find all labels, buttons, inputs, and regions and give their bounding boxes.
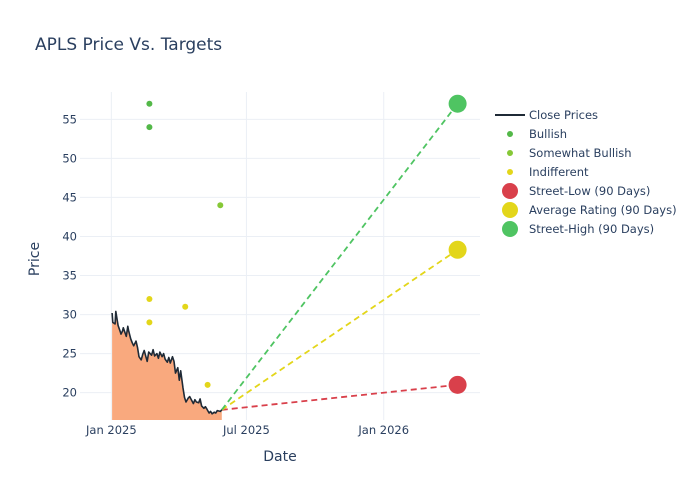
close-price-line xyxy=(111,310,223,415)
x-tick-label: Jan 2025 xyxy=(85,423,137,437)
street-high-days-marker xyxy=(448,94,467,113)
close-price-area-layer xyxy=(112,311,222,420)
legend-label: Average Rating (90 Days) xyxy=(529,203,677,217)
legend-marker-swatch xyxy=(502,183,518,199)
y-tick-label: 40 xyxy=(62,229,77,243)
x-tick-label: Jan 2026 xyxy=(357,423,409,437)
target-dots-layer xyxy=(448,94,467,394)
legend-marker-swatch xyxy=(507,169,513,175)
y-tick-label: 35 xyxy=(62,269,77,283)
x-axis-ticks: Jan 2025 Jul 2025 Jan 2026 xyxy=(85,423,409,437)
legend-label: Somewhat Bullish xyxy=(529,146,632,160)
legend-label: Street-High (90 Days) xyxy=(529,222,654,236)
legend-marker-swatch xyxy=(507,131,513,137)
legend-label: Indifferent xyxy=(529,165,589,179)
chart-title: APLS Price Vs. Targets xyxy=(35,35,222,55)
y-axis-title: Price xyxy=(27,242,43,276)
gridlines xyxy=(80,92,480,420)
legend-item-street-low-days[interactable]: Street-Low (90 Days) xyxy=(502,183,650,199)
legend-item-average-rating-days[interactable]: Average Rating (90 Days) xyxy=(502,202,677,218)
target-lines-layer xyxy=(221,103,459,411)
legend-label: Street-Low (90 Days) xyxy=(529,184,650,198)
average-rating-days-marker xyxy=(448,240,467,259)
indifferent-rating-point xyxy=(204,381,211,388)
legend-marker-swatch xyxy=(502,202,518,218)
legend-label: Close Prices xyxy=(529,108,598,122)
close-price-area xyxy=(112,311,222,420)
bullish-rating-point xyxy=(146,124,153,131)
legend-item-indifferent[interactable]: Indifferent xyxy=(507,165,589,179)
legend-label: Bullish xyxy=(529,127,567,141)
y-tick-label: 50 xyxy=(62,151,77,165)
analyst-rating-dots-layer xyxy=(146,100,224,388)
indifferent-rating-point xyxy=(182,303,189,310)
y-axis-ticks: 20 25 30 35 40 45 50 55 xyxy=(62,112,77,399)
x-axis-title: Date xyxy=(263,449,296,465)
close-price-line-layer xyxy=(111,310,223,415)
legend[interactable]: Close Prices Bullish Somewhat Bullish Indif… xyxy=(495,108,677,237)
legend-item-somewhat-bullish[interactable]: Somewhat Bullish xyxy=(507,146,632,160)
y-tick-label: 20 xyxy=(62,386,77,400)
street-high-days-line xyxy=(221,103,459,411)
legend-item-bullish[interactable]: Bullish xyxy=(507,127,567,141)
somewhat-bullish-rating-point xyxy=(217,202,224,209)
legend-item-street-high-days[interactable]: Street-High (90 Days) xyxy=(502,221,654,237)
indifferent-rating-point xyxy=(146,295,153,302)
bullish-rating-point xyxy=(146,100,153,107)
legend-item-close-prices[interactable]: Close Prices xyxy=(495,108,598,122)
legend-marker-swatch xyxy=(507,150,513,156)
legend-marker-swatch xyxy=(502,221,518,237)
street-low-days-line xyxy=(221,383,458,411)
y-tick-label: 30 xyxy=(62,308,77,322)
street-low-days-marker xyxy=(448,375,467,394)
average-rating-days-line xyxy=(221,249,459,411)
y-tick-label: 55 xyxy=(62,112,77,126)
y-tick-label: 25 xyxy=(62,347,77,361)
y-tick-label: 45 xyxy=(62,190,77,204)
x-tick-label: Jul 2025 xyxy=(222,423,270,437)
indifferent-rating-point xyxy=(146,319,153,326)
